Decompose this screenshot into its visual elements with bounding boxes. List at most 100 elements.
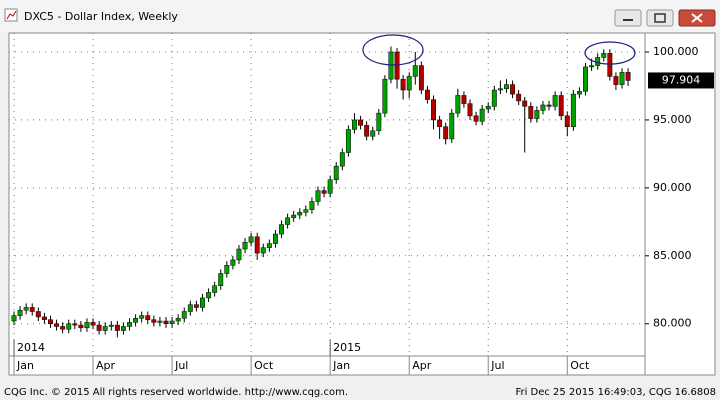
- candle-body: [169, 320, 175, 324]
- candle-body: [102, 326, 108, 331]
- candle-body: [522, 100, 528, 107]
- candle-body: [497, 88, 503, 91]
- candle-body: [78, 324, 84, 329]
- candle-body: [260, 247, 266, 254]
- candle-body: [376, 112, 382, 132]
- candle-body: [418, 65, 424, 91]
- candle-body: [412, 65, 418, 77]
- candle-body: [443, 126, 449, 140]
- footer-right: Fri Dec 25 2015 16:49:03, CQG 16.6808: [515, 387, 716, 398]
- x-tick-label: Jan: [332, 359, 350, 372]
- last-price-label: 97.904: [662, 73, 701, 86]
- candle-body: [72, 323, 78, 326]
- candle-body: [90, 322, 96, 326]
- candle-body: [248, 236, 254, 243]
- candle-body: [266, 243, 272, 248]
- candle-body: [382, 78, 388, 114]
- candle-body: [187, 304, 193, 312]
- candle-body: [157, 320, 163, 323]
- candle-body: [35, 311, 41, 318]
- candle-body: [96, 324, 102, 331]
- candle-body: [619, 72, 625, 85]
- year-label: 2015: [333, 341, 361, 354]
- candle-body: [17, 309, 23, 316]
- candle-body: [540, 104, 546, 111]
- x-tick-label: Apr: [412, 359, 432, 372]
- x-tick-label: Apr: [96, 359, 116, 372]
- candle-body: [163, 320, 169, 324]
- candle-body: [473, 115, 479, 122]
- candle-body: [461, 95, 467, 104]
- candle-body: [424, 89, 430, 100]
- candle-body: [60, 326, 66, 330]
- chart-title: DXC5 - Dollar Index, Weekly: [24, 10, 178, 23]
- candle-body: [139, 315, 145, 319]
- y-tick-label: 95.000: [653, 113, 692, 126]
- candle-body: [406, 76, 412, 91]
- candle-body: [114, 324, 120, 331]
- chart-area: [8, 32, 716, 376]
- maximize-button[interactable]: [646, 9, 674, 27]
- candle-body: [242, 241, 248, 250]
- minimize-button[interactable]: [614, 9, 642, 27]
- candle-body: [552, 95, 558, 107]
- candle-body: [212, 285, 218, 293]
- candle-body: [218, 273, 224, 286]
- candle-body: [534, 110, 540, 119]
- candle-body: [84, 322, 90, 329]
- maximize-glyph: [654, 13, 666, 23]
- candle-body: [558, 95, 564, 117]
- candle-body: [200, 297, 205, 308]
- candle-body: [613, 76, 619, 85]
- candle-body: [48, 319, 53, 324]
- candle-body: [285, 217, 291, 225]
- candle-body: [193, 304, 199, 308]
- candle-body: [315, 190, 321, 202]
- candle-body: [570, 93, 576, 127]
- y-tick-label: 100.000: [653, 45, 699, 58]
- candle-body: [145, 315, 151, 320]
- price-axis: 80.000 85.000 90.000 95.000 100.000 97.904: [645, 45, 714, 330]
- candle-body: [449, 112, 455, 140]
- candle-body: [236, 248, 242, 261]
- candle-body: [491, 89, 497, 107]
- last-price-box: [648, 72, 714, 89]
- candle-body: [364, 125, 370, 137]
- candle-body: [29, 307, 35, 312]
- title-bar: [0, 0, 720, 32]
- y-tick-label: 90.000: [653, 181, 692, 194]
- candle-body: [516, 93, 522, 102]
- candle-body: [291, 214, 297, 219]
- candle-body: [108, 324, 114, 327]
- x-tick-label: Oct: [570, 359, 590, 372]
- candle-body: [589, 65, 595, 68]
- candle-body: [528, 106, 534, 119]
- candle-body: [564, 115, 570, 127]
- candle-body: [151, 319, 157, 323]
- candle-body: [358, 119, 364, 126]
- candle-body: [230, 259, 236, 266]
- candle-body: [175, 318, 181, 322]
- candle-body: [510, 84, 516, 95]
- window-buttons[interactable]: [614, 9, 716, 27]
- candle-body: [254, 236, 260, 254]
- footer-left: CQG Inc. © 2015 All rights reserved worl…: [4, 387, 348, 398]
- candle-body: [625, 72, 631, 81]
- candle-body: [485, 106, 491, 110]
- x-tick-label: Jan: [16, 359, 34, 372]
- candle-body: [181, 311, 187, 319]
- x-tick-label: Jul: [490, 359, 504, 372]
- year-label: 2014: [17, 341, 45, 354]
- candle-body: [345, 129, 351, 153]
- candle-body: [595, 57, 601, 66]
- candle-body: [431, 99, 436, 121]
- candle-body: [339, 152, 345, 167]
- candle-body: [437, 119, 443, 127]
- candle-body: [206, 292, 212, 299]
- candle-body: [400, 78, 406, 91]
- candle-body: [352, 119, 357, 130]
- plot: Jan 2014 Apr Jul Oct Jan 2015 Apr Jul Oct: [9, 33, 645, 375]
- candle-body: [327, 179, 333, 194]
- candle-body: [607, 53, 613, 77]
- candle-body: [309, 201, 315, 210]
